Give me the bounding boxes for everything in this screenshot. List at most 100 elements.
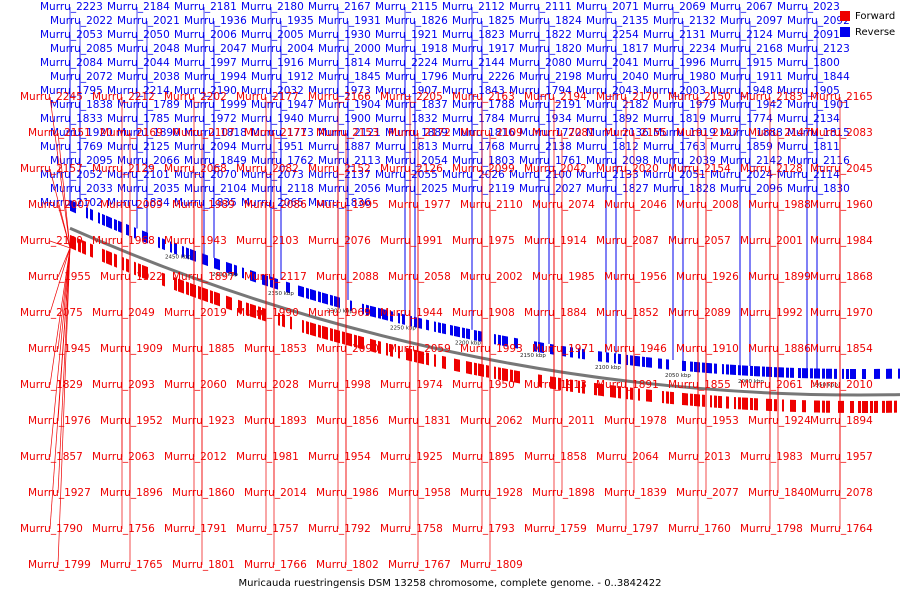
forward-feature [750,397,753,411]
reverse-feature [382,308,386,321]
scale-tick-label: 2100 kbp [595,365,621,371]
reverse-gene-label: Murru_1828 [653,183,716,195]
forward-feature [390,343,393,357]
reverse-gene-label: Murru_2182 [586,99,649,111]
reverse-feature [218,259,220,271]
forward-feature [870,400,873,413]
forward-gene-label: Murru_1968 [92,235,155,247]
reverse-gene-label: Murru_2132 [653,15,716,27]
forward-feature [666,391,669,404]
forward-feature [410,348,412,362]
forward-gene-label: Murru_2089 [668,307,731,319]
forward-feature [694,393,698,407]
forward-gene-label: Murru_2011 [532,415,595,427]
reverse-gene-label: Murru_2021 [117,15,180,27]
reverse-gene-label: Murru_1823 [442,29,505,41]
reverse-gene-label: Murru_1816 [452,127,515,139]
reverse-gene-label: Murru_2097 [720,15,783,27]
forward-gene-label: Murru_1975 [452,235,515,247]
reverse-feature [206,254,208,267]
forward-gene-label: Murru_2068 [164,163,227,175]
reverse-gene-label: Murru_1763 [643,141,706,153]
forward-gene-label: Murru_2019 [164,307,227,319]
forward-leader-line [49,247,71,458]
forward-feature [826,400,830,413]
forward-gene-label: Murru_1802 [316,559,379,571]
forward-feature [174,277,177,292]
reverse-gene-label: Murru_1814 [308,57,371,69]
reverse-feature [162,238,165,251]
forward-gene-label: Murru_2088 [316,271,379,283]
reverse-feature [362,303,364,315]
reverse-gene-label: Murru_2094 [174,141,237,153]
reverse-gene-label: Murru_1784 [442,113,505,125]
forward-gene-label: Murru_1797 [596,523,659,535]
reverse-gene-label: Murru_2104 [184,183,247,195]
reverse-gene-label: Murru_1812 [576,141,639,153]
forward-gene-label: Murru_1809 [460,559,523,571]
reverse-gene-label: Murru_2184 [107,1,170,13]
reverse-gene-label: Murru_1931 [318,15,381,27]
forward-gene-label: Murru_2129 [92,163,155,175]
reverse-gene-label: Murru_2071 [576,1,639,13]
forward-gene-label: Murru_2077 [676,487,739,499]
scale-tick-label: 2200 kbp [455,340,481,346]
forward-feature [314,323,316,337]
reverse-feature [714,363,717,374]
forward-gene-label: Murru_2183 [740,91,803,103]
reverse-gene-label: Murru_1772 [519,127,582,139]
forward-gene-label: Murru_2205 [380,91,443,103]
reverse-gene-label: Murru_2131 [643,29,706,41]
reverse-gene-label: Murru_1845 [318,71,381,83]
forward-feature [426,352,429,366]
forward-feature [770,398,772,412]
reverse-gene-label: Murru_1979 [653,99,716,111]
forward-gene-label: Murru_1913 [524,379,587,391]
forward-feature [494,366,496,380]
forward-gene-label: Murru_2062 [460,415,523,427]
reverse-gene-label: Murru_2115 [375,1,438,13]
forward-gene-label: Murru_1922 [100,271,163,283]
legend-item-forward: Forward [840,8,900,24]
forward-feature [538,374,542,388]
forward-feature [570,379,573,393]
reverse-gene-label: Murru_2052 [40,169,103,181]
forward-gene-label: Murru_1860 [172,487,235,499]
reverse-gene-label: Murru_2167 [308,1,371,13]
forward-gene-label: Murru_1893 [244,415,307,427]
reverse-gene-label: Murru_1835 [174,197,237,209]
forward-gene-label: Murru_1993 [460,343,523,355]
scale-tick-label: 2150 kbp [520,353,546,359]
forward-gene-label: Murru_2081 [532,127,595,139]
legend-item-reverse: Reverse [840,24,900,40]
forward-feature [630,387,633,400]
reverse-feature [814,368,818,379]
reverse-gene-label: Murru_2048 [117,43,180,55]
forward-gene-label: Murru_2010 [810,379,873,391]
reverse-gene-label: Murru_1948 [710,85,773,97]
forward-feature [126,258,129,273]
forward-gene-label: Murru_2086 [244,199,307,211]
forward-feature [74,236,76,251]
reverse-feature [286,281,290,294]
forward-gene-label: Murru_1766 [244,559,307,571]
reverse-gene-label: Murru_1833 [40,113,103,125]
forward-gene-label: Murru_2130 [20,235,83,247]
reverse-feature [106,215,110,229]
forward-gene-label: Murru_1790 [20,523,83,535]
forward-feature [626,386,628,400]
forward-gene-label: Murru_1868 [810,271,873,283]
caption: Muricauda ruestringensis DSM 13258 chrom… [238,578,662,589]
forward-gene-label: Murru_1955 [28,271,91,283]
reverse-gene-label: Murru_1761 [519,155,582,167]
forward-gene-label: Murru_2099 [452,163,515,175]
reverse-gene-label: Murru_2035 [117,183,180,195]
forward-gene-label: Murru_1983 [740,451,803,463]
reverse-gene-label: Murru_2039 [653,155,716,167]
forward-feature [874,400,878,413]
reverse-feature [442,323,446,335]
forward-feature [582,381,585,394]
reverse-gene-label: Murru_1918 [385,43,448,55]
reverse-gene-label: Murru_1935 [251,15,314,27]
reverse-feature [746,365,748,376]
